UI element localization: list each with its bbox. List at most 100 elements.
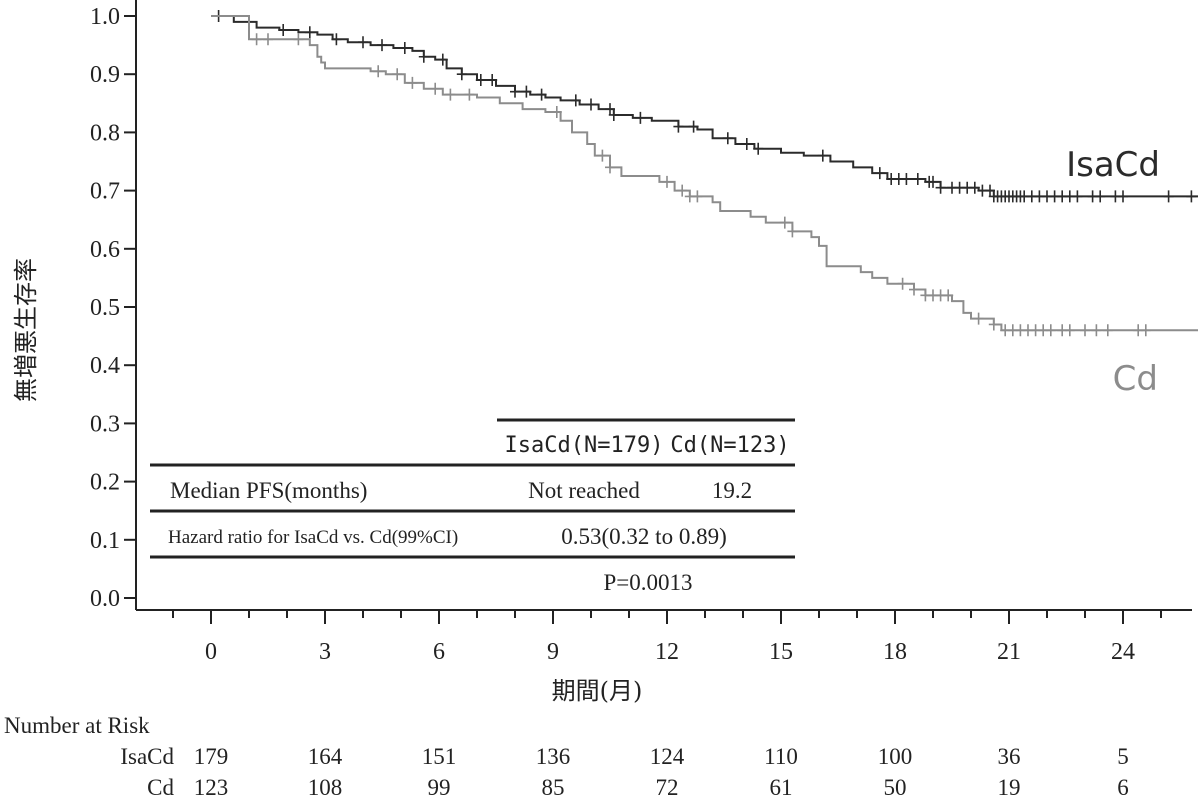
censor-mark-isacd: [331, 33, 342, 46]
censor-mark-cd: [662, 175, 672, 188]
x-tick-label: 15: [769, 639, 793, 665]
risk-value-isacd: 151: [422, 744, 457, 769]
censor-mark-isacd: [901, 172, 912, 185]
risk-value-isacd: 36: [998, 744, 1021, 769]
table-row2-label: Hazard ratio for IsaCd vs. Cd(99%CI): [168, 527, 458, 548]
x-axis-label: 期間(月): [552, 677, 643, 705]
censor-mark-cd: [551, 106, 562, 119]
risk-value-isacd: 110: [764, 744, 798, 769]
table-col1-header: IsaCd(N=179): [505, 433, 664, 458]
risk-value-cd: 99: [428, 775, 451, 800]
censor-mark-isacd: [1072, 190, 1083, 203]
censor-mark-cd: [1091, 324, 1102, 337]
censor-mark-cd: [692, 190, 703, 203]
censor-mark-isacd: [722, 132, 733, 145]
censor-mark-isacd: [635, 111, 646, 124]
y-tick-label: 0.4: [90, 353, 120, 379]
censor-mark-isacd: [437, 53, 448, 66]
censor-mark-cd: [605, 161, 615, 174]
censor-mark-cd: [430, 82, 441, 95]
series-label-isacd: IsaCd: [1066, 145, 1160, 185]
censor-mark-isacd: [1118, 190, 1128, 203]
censor-mark-cd: [597, 149, 608, 162]
censor-mark-cd: [973, 312, 984, 325]
x-tick-label: 24: [1111, 639, 1135, 665]
censor-mark-isacd: [753, 142, 764, 155]
censor-mark-isacd: [1163, 190, 1174, 203]
risk-value-isacd: 124: [650, 744, 685, 769]
censor-mark-cd: [407, 76, 418, 89]
risk-value-cd: 61: [770, 775, 793, 800]
censor-mark-isacd: [536, 88, 547, 101]
x-tick-label: 6: [433, 639, 445, 665]
censor-mark-cd: [988, 318, 999, 331]
risk-value-cd: 50: [884, 775, 907, 800]
censor-mark-cd: [779, 216, 790, 229]
censor-mark-isacd: [475, 74, 486, 87]
censor-mark-isacd: [377, 39, 387, 52]
table-background: [150, 420, 795, 560]
censor-mark-cd: [464, 88, 475, 101]
censor-mark-cd: [263, 33, 273, 46]
risk-values: 179 164 151 136 124 110 100 36 5 123 108 99 85 72 61 50…: [194, 744, 1129, 800]
censor-mark-cd: [373, 65, 384, 78]
y-tick-label: 0.7: [90, 179, 120, 205]
survival-curves: [211, 10, 1198, 337]
risk-value-cd: 72: [656, 775, 679, 800]
table-row1-label: Median PFS(months): [170, 478, 367, 503]
censor-mark-isacd: [304, 26, 315, 39]
table-row1-col2: 19.2: [712, 478, 752, 503]
censor-mark-isacd: [1095, 190, 1106, 203]
y-tick-label: 0.5: [90, 295, 120, 321]
risk-value-isacd: 179: [194, 744, 229, 769]
censor-mark-cd: [943, 289, 954, 302]
series-line-isacd: [211, 15, 1198, 198]
x-tick-label: 0: [205, 639, 217, 665]
risk-label-cd: Cd: [147, 775, 174, 800]
risk-value-isacd: 136: [536, 744, 571, 769]
censor-mark-cd: [445, 88, 456, 101]
censor-mark-isacd: [912, 172, 923, 185]
censor-mark-cd: [787, 225, 798, 238]
censor-mark-isacd: [928, 175, 938, 188]
censor-mark-cd: [897, 277, 908, 290]
x-tick-label: 9: [547, 639, 559, 665]
series-line-cd: [211, 15, 1198, 332]
censor-mark-cd: [1102, 324, 1113, 337]
censor-mark-isacd: [510, 85, 520, 98]
censor-mark-isacd: [570, 94, 581, 107]
censor-mark-cd: [251, 33, 262, 46]
censor-mark-isacd: [399, 42, 410, 55]
censor-mark-cd: [1064, 324, 1075, 337]
y-axis-ticks: 0.0 0.1 0.2 0.3 0.4 0.5 0.6 0.7 0.8 0.9 1.0: [90, 4, 136, 612]
censor-mark-isacd: [418, 50, 429, 63]
y-tick-label: 0.6: [90, 237, 120, 263]
censor-mark-isacd: [969, 181, 980, 194]
censor-mark-isacd: [874, 167, 885, 180]
risk-value-cd: 19: [998, 775, 1021, 800]
series-label-cd: Cd: [1113, 359, 1158, 399]
risk-value-cd: 6: [1117, 775, 1129, 800]
risk-label-isacd: IsaCd: [120, 744, 174, 769]
y-tick-label: 0.0: [90, 586, 120, 612]
censor-mark-isacd: [278, 23, 289, 36]
risk-value-isacd: 5: [1117, 744, 1129, 769]
censor-mark-isacd: [817, 149, 828, 162]
censor-mark-cd: [909, 283, 919, 296]
x-tick-label: 12: [655, 639, 679, 665]
risk-value-cd: 123: [194, 775, 229, 800]
table-row2-value: 0.53(0.32 to 0.89): [561, 524, 726, 549]
censor-mark-isacd: [358, 36, 368, 49]
censor-mark-isacd: [741, 138, 752, 151]
table-pvalue: P=0.0013: [603, 570, 692, 595]
y-tick-label: 0.1: [90, 528, 120, 554]
censor-mark-cd: [392, 68, 403, 81]
censor-mark-cd: [1045, 324, 1056, 337]
risk-table-title: Number at Risk: [4, 713, 150, 738]
plot-axes: [135, 0, 1192, 611]
censor-mark-isacd: [456, 68, 467, 81]
x-tick-label: 3: [319, 639, 331, 665]
summary-table: IsaCd(N=179) Cd(N=123) Median PFS(months…: [150, 418, 795, 595]
y-tick-label: 1.0: [90, 4, 120, 30]
